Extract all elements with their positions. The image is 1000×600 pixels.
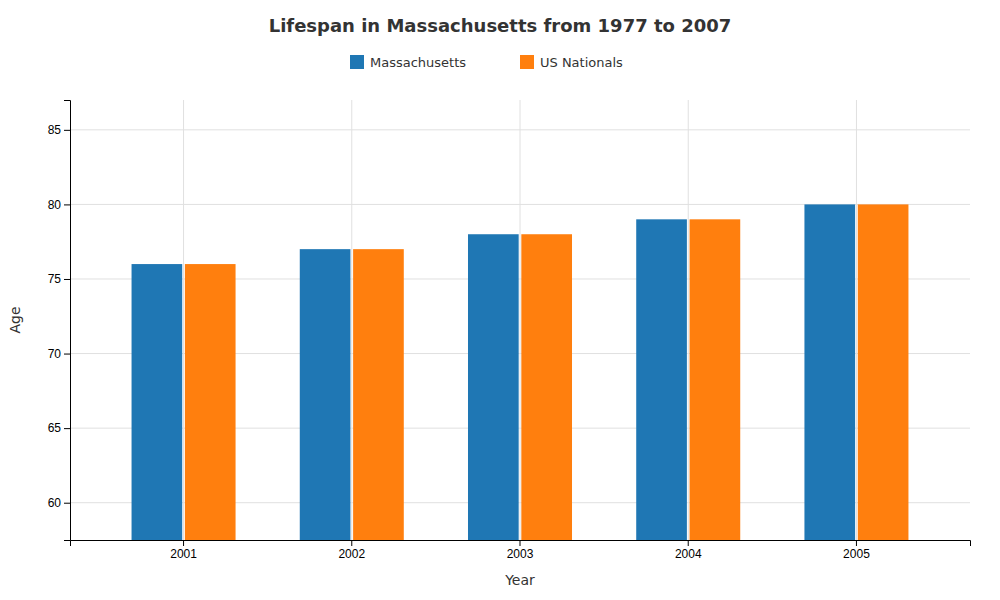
y-tick-label: 65	[48, 421, 62, 435]
legend-swatch	[350, 55, 364, 69]
y-tick: 80	[48, 198, 70, 212]
y-tick: 85	[48, 123, 70, 137]
y-tick-label: 60	[48, 496, 62, 510]
x-axis-line	[71, 541, 971, 547]
x-tick-mark	[520, 540, 521, 546]
y-tick-mark	[64, 130, 70, 131]
bar-series	[132, 204, 856, 540]
y-tick: 60	[48, 496, 70, 510]
bars	[132, 204, 909, 540]
grid-line	[856, 100, 857, 540]
y-tick-mark	[64, 428, 70, 429]
y-tick: 65	[48, 421, 70, 435]
y-tick-mark	[64, 503, 70, 504]
bar	[690, 219, 741, 540]
x-axis-title: Year	[504, 572, 535, 588]
x-tick-mark	[351, 540, 352, 546]
x-tick-label: 2003	[507, 547, 534, 561]
grid-line	[688, 100, 689, 540]
x-tick-mark	[183, 540, 184, 546]
y-axis-line	[64, 101, 71, 541]
legend-swatch	[520, 55, 534, 69]
x-tick-label: 2004	[675, 547, 702, 561]
x-tick-mark	[688, 540, 689, 546]
bar	[185, 264, 236, 540]
bar	[132, 264, 183, 540]
y-axis-title: Age	[7, 306, 23, 333]
bar	[300, 249, 351, 540]
legend: Massachusetts US Nationals	[350, 55, 623, 70]
y-tick-mark	[64, 279, 70, 280]
bar	[521, 234, 572, 540]
grid	[70, 100, 970, 540]
bar	[858, 204, 909, 540]
x-axis: 2001 2002 2003 2004 2005	[71, 540, 971, 561]
y-tick-label: 70	[48, 347, 62, 361]
grid-line	[351, 100, 352, 540]
bar	[353, 249, 404, 540]
legend-label: Massachusetts	[370, 55, 466, 70]
x-tick-label: 2002	[338, 547, 365, 561]
x-tick: 2003	[507, 540, 534, 561]
y-tick-label: 80	[48, 198, 62, 212]
x-tick-mark	[856, 540, 857, 546]
x-tick: 2002	[338, 540, 365, 561]
y-tick: 70	[48, 347, 70, 361]
y-tick-label: 85	[48, 123, 62, 137]
bar	[636, 219, 687, 540]
bar-series	[185, 204, 909, 540]
y-axis: 60 65 70 75 80 85	[48, 101, 71, 541]
x-tick-label: 2005	[843, 547, 870, 561]
y-tick-mark	[64, 354, 70, 355]
y-tick: 75	[48, 272, 70, 286]
x-tick: 2004	[675, 540, 702, 561]
x-tick: 2001	[170, 540, 197, 561]
bar	[804, 204, 855, 540]
grid-line	[520, 100, 521, 540]
chart: 2001 2002 2003 2004 2005 60 65 70 75 80 85 Lifespan…	[0, 0, 1000, 600]
x-tick: 2005	[843, 540, 870, 561]
title: Lifespan in Massachusetts from 1977 to 2…	[269, 15, 732, 36]
legend-item: US Nationals	[520, 55, 623, 70]
plot: 2001 2002 2003 2004 2005 60 65 70 75 80 85	[48, 100, 971, 561]
bar	[468, 234, 519, 540]
grid-line	[183, 100, 184, 540]
legend-item: Massachusetts	[350, 55, 466, 70]
y-tick-label: 75	[48, 272, 62, 286]
y-tick-mark	[64, 204, 70, 205]
legend-label: US Nationals	[540, 55, 623, 70]
x-tick-label: 2001	[170, 547, 197, 561]
